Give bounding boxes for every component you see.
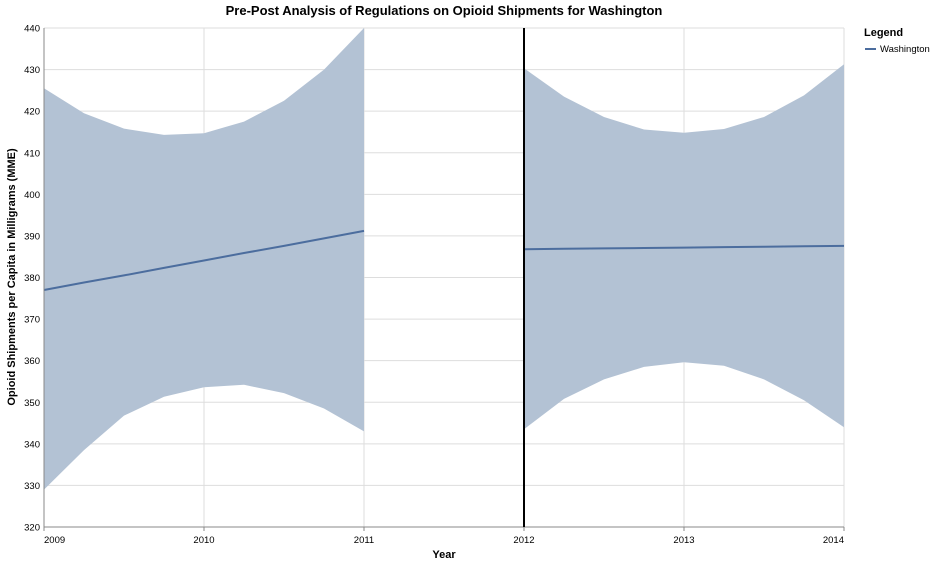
- x-tick-label: 2009: [44, 535, 65, 546]
- y-tick-label: 340: [24, 439, 40, 450]
- x-tick-label: 2011: [354, 535, 374, 546]
- y-tick-label: 420: [24, 107, 40, 118]
- y-tick-label: 320: [24, 523, 40, 534]
- x-axis-ticks: 2009 2010 2011 2012 2013 2014: [43, 527, 845, 546]
- y-tick-label: 430: [24, 65, 40, 76]
- axes: [43, 28, 844, 528]
- series-lines: [43, 229, 845, 291]
- y-tick-label: 400: [24, 190, 40, 201]
- y-tick-label: 410: [24, 148, 40, 159]
- x-tick-label: 2012: [513, 535, 534, 546]
- legend: Legend Washington: [864, 27, 930, 55]
- confidence-bands: [44, 28, 844, 490]
- y-tick-label: 440: [24, 24, 40, 35]
- series-line-washington: [523, 244, 845, 251]
- y-tick-label: 330: [24, 481, 40, 492]
- series-line-washington: [43, 229, 365, 291]
- y-tick-label: 370: [24, 315, 40, 326]
- y-axis-title: Opioid Shipments per Capita in Milligram…: [6, 148, 18, 406]
- x-tick-label: 2013: [673, 535, 694, 546]
- x-axis-title: Year: [432, 549, 456, 561]
- y-tick-label: 390: [24, 231, 40, 242]
- y-axis-ticks: 320 330 340 350 360 370 380 390 400 410 420 430 440: [24, 24, 40, 534]
- y-tick-label: 350: [24, 398, 40, 409]
- confidence-band: [44, 28, 364, 490]
- y-tick-label: 380: [24, 273, 40, 284]
- y-tick-label: 360: [24, 356, 40, 367]
- x-tick-label: 2010: [193, 535, 214, 546]
- legend-title: Legend: [864, 27, 903, 39]
- chart-title: Pre-Post Analysis of Regulations on Opio…: [226, 3, 663, 18]
- x-tick-label: 2014: [823, 535, 844, 546]
- legend-label-washington: Washington: [880, 44, 930, 55]
